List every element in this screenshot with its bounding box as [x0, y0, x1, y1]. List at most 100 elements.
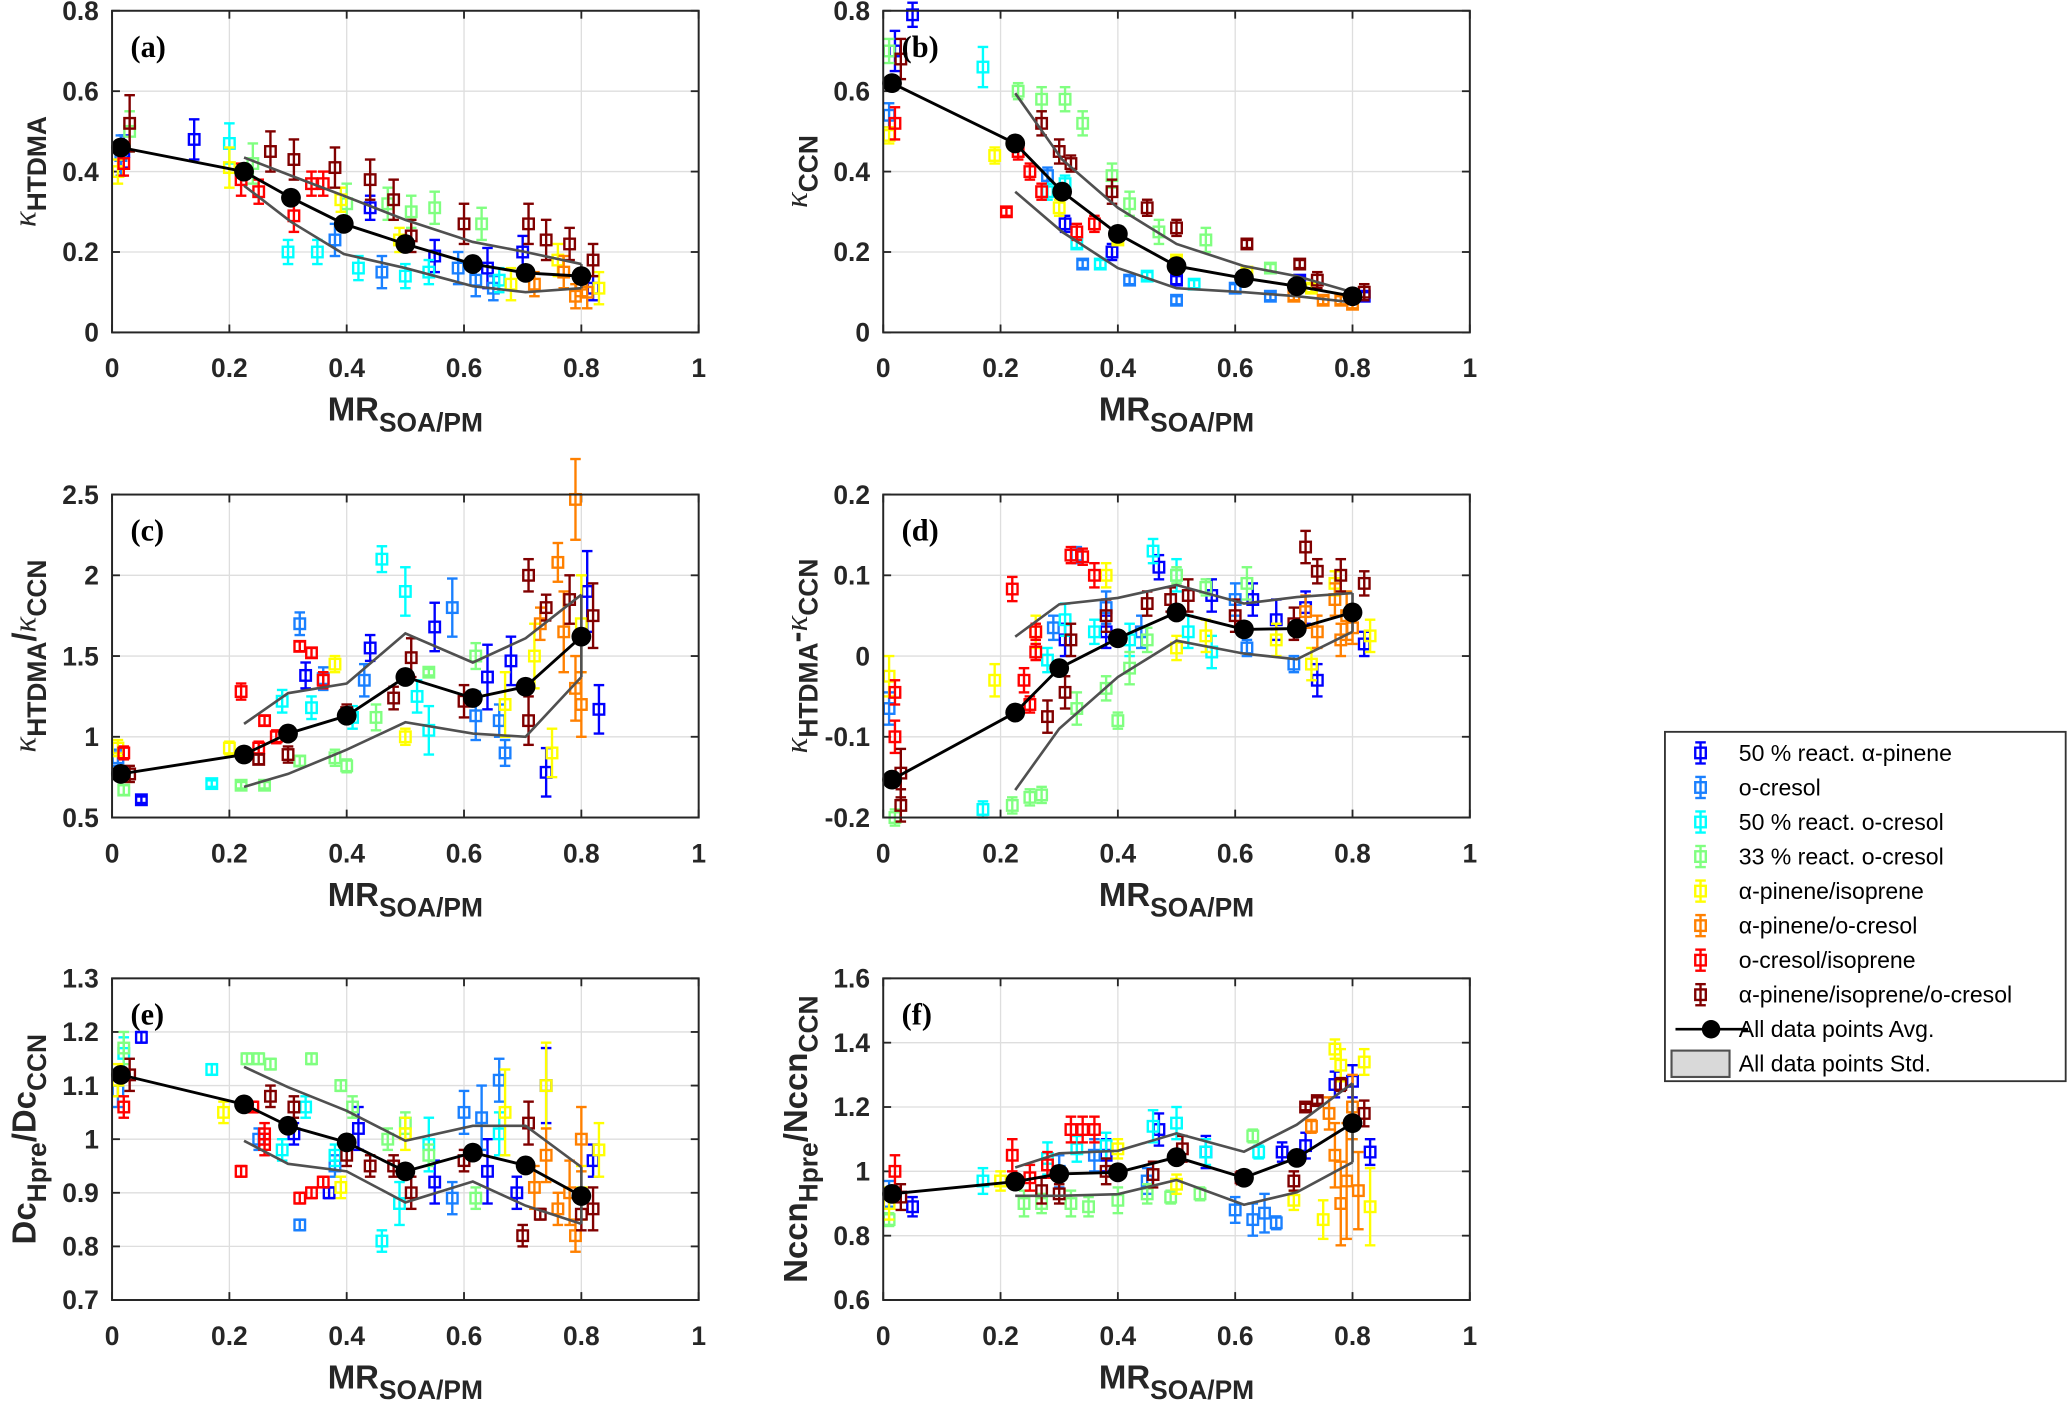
square-marker: [888, 116, 902, 130]
data-point: [1293, 257, 1307, 271]
data-point: [551, 541, 565, 583]
data-point: [457, 202, 471, 246]
square-marker: [1035, 788, 1049, 802]
square-marker: [1146, 544, 1160, 558]
label-subscript: HTDMA: [22, 642, 52, 737]
square-marker: [1246, 1129, 1260, 1143]
square-marker: [510, 1186, 524, 1200]
square-marker: [217, 1105, 230, 1119]
data-point: [539, 1127, 553, 1184]
data-point: [398, 727, 412, 747]
data-point: [205, 1062, 219, 1077]
panel-label: (c): [131, 514, 165, 548]
legend-marker: [1694, 913, 1707, 938]
square-marker: [398, 269, 412, 283]
square-marker: [281, 245, 295, 259]
square-marker: [1269, 1216, 1283, 1230]
y-tick-label: 0.5: [62, 803, 99, 833]
data-point: [1005, 575, 1019, 603]
data-point: [1363, 618, 1377, 654]
square-marker: [475, 1111, 489, 1125]
square-marker: [263, 1089, 277, 1103]
data-point: [363, 158, 377, 201]
square-marker: [1046, 621, 1060, 635]
x-tick-label: 1: [691, 1321, 706, 1351]
x-tick-label: 0.2: [211, 353, 248, 383]
square-marker: [1029, 645, 1043, 659]
legend-label: 50 % react. o-cresol: [1739, 809, 1944, 835]
x-tick-label: 0.2: [982, 353, 1019, 383]
square-marker: [1340, 1174, 1354, 1188]
data-point: [481, 643, 494, 711]
square-marker: [428, 249, 442, 263]
data-point: [234, 682, 248, 701]
y-axis-label: κHTDMA: [8, 116, 53, 227]
square-marker: [457, 217, 471, 231]
square-marker: [906, 1200, 920, 1214]
data-point: [1334, 557, 1348, 593]
square-marker: [1087, 625, 1101, 639]
square-marker: [293, 1218, 307, 1232]
square-marker: [522, 714, 536, 728]
label-text: κ: [779, 615, 815, 632]
square-marker: [504, 654, 518, 668]
square-marker: [258, 1138, 272, 1151]
square-marker: [1351, 1184, 1365, 1198]
square-marker: [527, 1180, 541, 1194]
data-point: [1263, 289, 1277, 303]
avg-marker: [515, 263, 536, 283]
x-tick-label: 1: [691, 838, 706, 868]
y-axis-label: DcHpre/DcCCN: [6, 1034, 53, 1245]
label-subscript: CCN: [793, 995, 823, 1052]
square-marker: [1694, 815, 1707, 829]
x-tick-label: 0.6: [446, 1321, 483, 1351]
square-marker: [1035, 92, 1049, 106]
square-marker: [1052, 201, 1066, 215]
data-point: [888, 719, 902, 755]
label-text: MR: [1099, 876, 1150, 913]
data-point: [328, 654, 342, 674]
label-text: /: [6, 632, 43, 641]
square-marker: [363, 173, 377, 187]
y-tick-label: 1.2: [62, 1017, 99, 1047]
label-subscript: SOA/PM: [379, 892, 483, 922]
square-marker: [906, 8, 920, 22]
square-marker: [328, 233, 342, 247]
square-marker: [592, 702, 606, 716]
x-tick-label: 0.8: [563, 1321, 600, 1351]
x-tick-label: 1: [1463, 838, 1478, 868]
square-marker: [369, 710, 383, 724]
axes-frame: [111, 977, 700, 1301]
legend: 50 % react. α-pinene o-cresol 50 % react. …: [1664, 730, 2067, 1083]
avg-marker: [1342, 602, 1363, 623]
data-point: [492, 1057, 506, 1103]
avg-marker: [1049, 1164, 1070, 1184]
square-marker: [1076, 116, 1090, 130]
square-marker: [1023, 165, 1037, 179]
square-marker: [1287, 1174, 1301, 1188]
data-point: [252, 752, 266, 766]
y-tick-label: -0.2: [825, 803, 870, 833]
square-marker: [1087, 568, 1101, 582]
square-marker: [1070, 225, 1084, 239]
legend-label: α-pinene/isoprene: [1739, 878, 1924, 904]
data-point: [475, 206, 489, 242]
square-marker: [293, 1191, 307, 1205]
data-point: [234, 1164, 248, 1178]
data-point: [305, 695, 318, 721]
data-point: [328, 1143, 342, 1168]
y-tick-label: 0.6: [833, 1285, 870, 1315]
x-tick-label: 0.2: [211, 1321, 248, 1351]
x-tick-label: 0.8: [1334, 1321, 1371, 1351]
square-marker: [1240, 576, 1254, 590]
square-marker: [1263, 289, 1277, 303]
legend-box: [1664, 730, 2067, 1083]
panel-e: 0 0.2 0.4 0.6 0.8 1 0.7 0.8 0.9 1 1.1 1.2 1.3 (e) MRSO…: [6, 964, 706, 1405]
avg-marker: [333, 213, 354, 234]
square-marker: [1694, 884, 1707, 898]
square-marker: [363, 641, 377, 655]
data-point: [252, 1052, 266, 1066]
data-point: [375, 545, 389, 574]
data-point: [1299, 529, 1313, 565]
square-marker: [334, 1180, 348, 1194]
